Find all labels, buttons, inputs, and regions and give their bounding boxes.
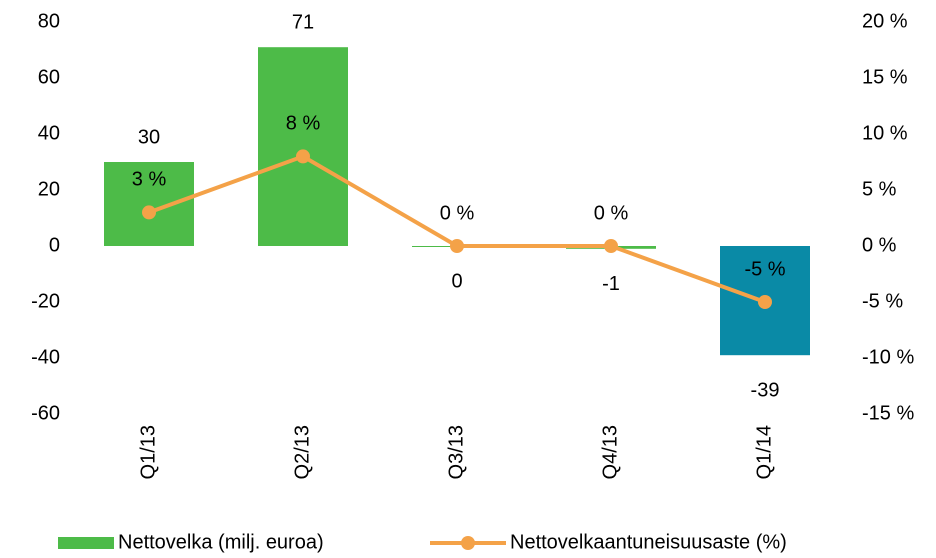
bar — [258, 47, 348, 247]
y2-tick-label: 15 % — [862, 66, 908, 88]
y2-tick-label: -10 % — [862, 346, 914, 368]
x-tick-label: Q3/13 — [445, 425, 467, 479]
y2-tick-label: 20 % — [862, 10, 908, 32]
y-tick-label: 20 — [38, 178, 60, 200]
y2-tick-label: 10 % — [862, 122, 908, 144]
y-tick-label: 0 — [49, 234, 60, 256]
y2-tick-label: -5 % — [862, 290, 903, 312]
bar-value-label: -39 — [751, 379, 780, 401]
line-marker — [604, 239, 618, 253]
bar-value-label: 0 — [451, 270, 462, 292]
x-tick-label: Q1/13 — [137, 425, 159, 479]
line-marker — [450, 239, 464, 253]
line-value-label: 3 % — [132, 169, 167, 191]
y2-tick-label: 5 % — [862, 178, 897, 200]
y-tick-label: -40 — [31, 346, 60, 368]
legend-label: Nettovelkaantuneisuusaste (%) — [510, 531, 787, 553]
y-tick-label: 40 — [38, 122, 60, 144]
y-tick-label: -60 — [31, 402, 60, 424]
legend-label: Nettovelka (milj. euroa) — [118, 531, 324, 553]
x-tick-label: Q1/14 — [753, 425, 775, 479]
line-value-label: 0 % — [594, 202, 629, 224]
legend-swatch — [58, 537, 114, 549]
legend-swatch-marker — [461, 536, 475, 550]
bar-value-label: -1 — [602, 273, 620, 295]
line-marker — [296, 149, 310, 164]
line-value-label: 0 % — [440, 202, 475, 224]
y-tick-label: 80 — [38, 10, 60, 32]
bar — [104, 162, 194, 246]
line-marker — [142, 205, 156, 220]
line-value-label: -5 % — [744, 258, 785, 280]
line-marker — [758, 295, 772, 309]
x-tick-label: Q2/13 — [291, 425, 313, 479]
y2-tick-label: -15 % — [862, 402, 914, 424]
y-tick-label: 60 — [38, 66, 60, 88]
line-value-label: 8 % — [286, 113, 321, 135]
bar-value-label: 71 — [292, 11, 314, 33]
bar-value-label: 30 — [138, 126, 160, 148]
y-tick-label: -20 — [31, 290, 60, 312]
y2-tick-label: 0 % — [862, 234, 897, 256]
x-tick-label: Q4/13 — [599, 425, 621, 479]
